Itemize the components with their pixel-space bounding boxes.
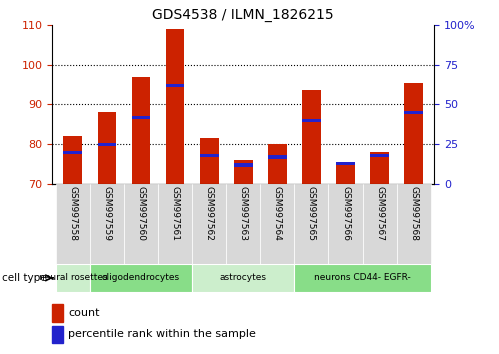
Text: neurons CD44- EGFR-: neurons CD44- EGFR-: [314, 273, 411, 282]
Text: GSM997559: GSM997559: [102, 187, 111, 241]
Text: GSM997567: GSM997567: [375, 187, 384, 241]
Bar: [90, 184, 124, 264]
Bar: [226, 184, 260, 264]
Bar: [397, 184, 431, 264]
Text: GSM997566: GSM997566: [341, 187, 350, 241]
Text: count: count: [68, 308, 100, 318]
Bar: [302, 119, 321, 122]
Bar: [294, 184, 328, 264]
Bar: [294, 264, 431, 292]
Text: GSM997560: GSM997560: [137, 187, 146, 241]
Bar: [234, 160, 252, 184]
Bar: [52, 326, 63, 343]
Bar: [63, 136, 82, 184]
Bar: [158, 184, 192, 264]
Bar: [52, 304, 63, 321]
Text: neural rosettes: neural rosettes: [38, 273, 107, 282]
Bar: [404, 82, 423, 184]
Bar: [328, 184, 363, 264]
Text: astrocytes: astrocytes: [220, 273, 267, 282]
Text: GSM997561: GSM997561: [171, 187, 180, 241]
Title: GDS4538 / ILMN_1826215: GDS4538 / ILMN_1826215: [153, 8, 334, 22]
Bar: [234, 164, 252, 166]
Bar: [124, 184, 158, 264]
Text: GSM997562: GSM997562: [205, 187, 214, 241]
Bar: [302, 91, 321, 184]
Bar: [166, 84, 185, 87]
Bar: [370, 152, 389, 184]
Text: percentile rank within the sample: percentile rank within the sample: [68, 330, 256, 339]
Bar: [166, 29, 185, 184]
Bar: [132, 115, 150, 119]
Bar: [56, 264, 90, 292]
Text: GSM997563: GSM997563: [239, 187, 248, 241]
Bar: [132, 76, 150, 184]
Bar: [98, 143, 116, 146]
Text: oligodendrocytes: oligodendrocytes: [102, 273, 180, 282]
Bar: [336, 162, 355, 184]
Bar: [260, 184, 294, 264]
Bar: [98, 112, 116, 184]
Text: GSM997565: GSM997565: [307, 187, 316, 241]
Text: GSM997568: GSM997568: [409, 187, 418, 241]
Bar: [268, 144, 287, 184]
Bar: [404, 111, 423, 114]
Bar: [268, 155, 287, 159]
Text: cell type: cell type: [2, 273, 47, 283]
Bar: [192, 264, 294, 292]
Bar: [336, 162, 355, 165]
Bar: [200, 138, 219, 184]
Bar: [200, 154, 219, 157]
Text: GSM997564: GSM997564: [273, 187, 282, 241]
Bar: [370, 154, 389, 157]
Text: GSM997558: GSM997558: [68, 187, 77, 241]
Bar: [56, 184, 90, 264]
Bar: [63, 151, 82, 154]
Bar: [363, 184, 397, 264]
Bar: [90, 264, 192, 292]
Bar: [192, 184, 226, 264]
